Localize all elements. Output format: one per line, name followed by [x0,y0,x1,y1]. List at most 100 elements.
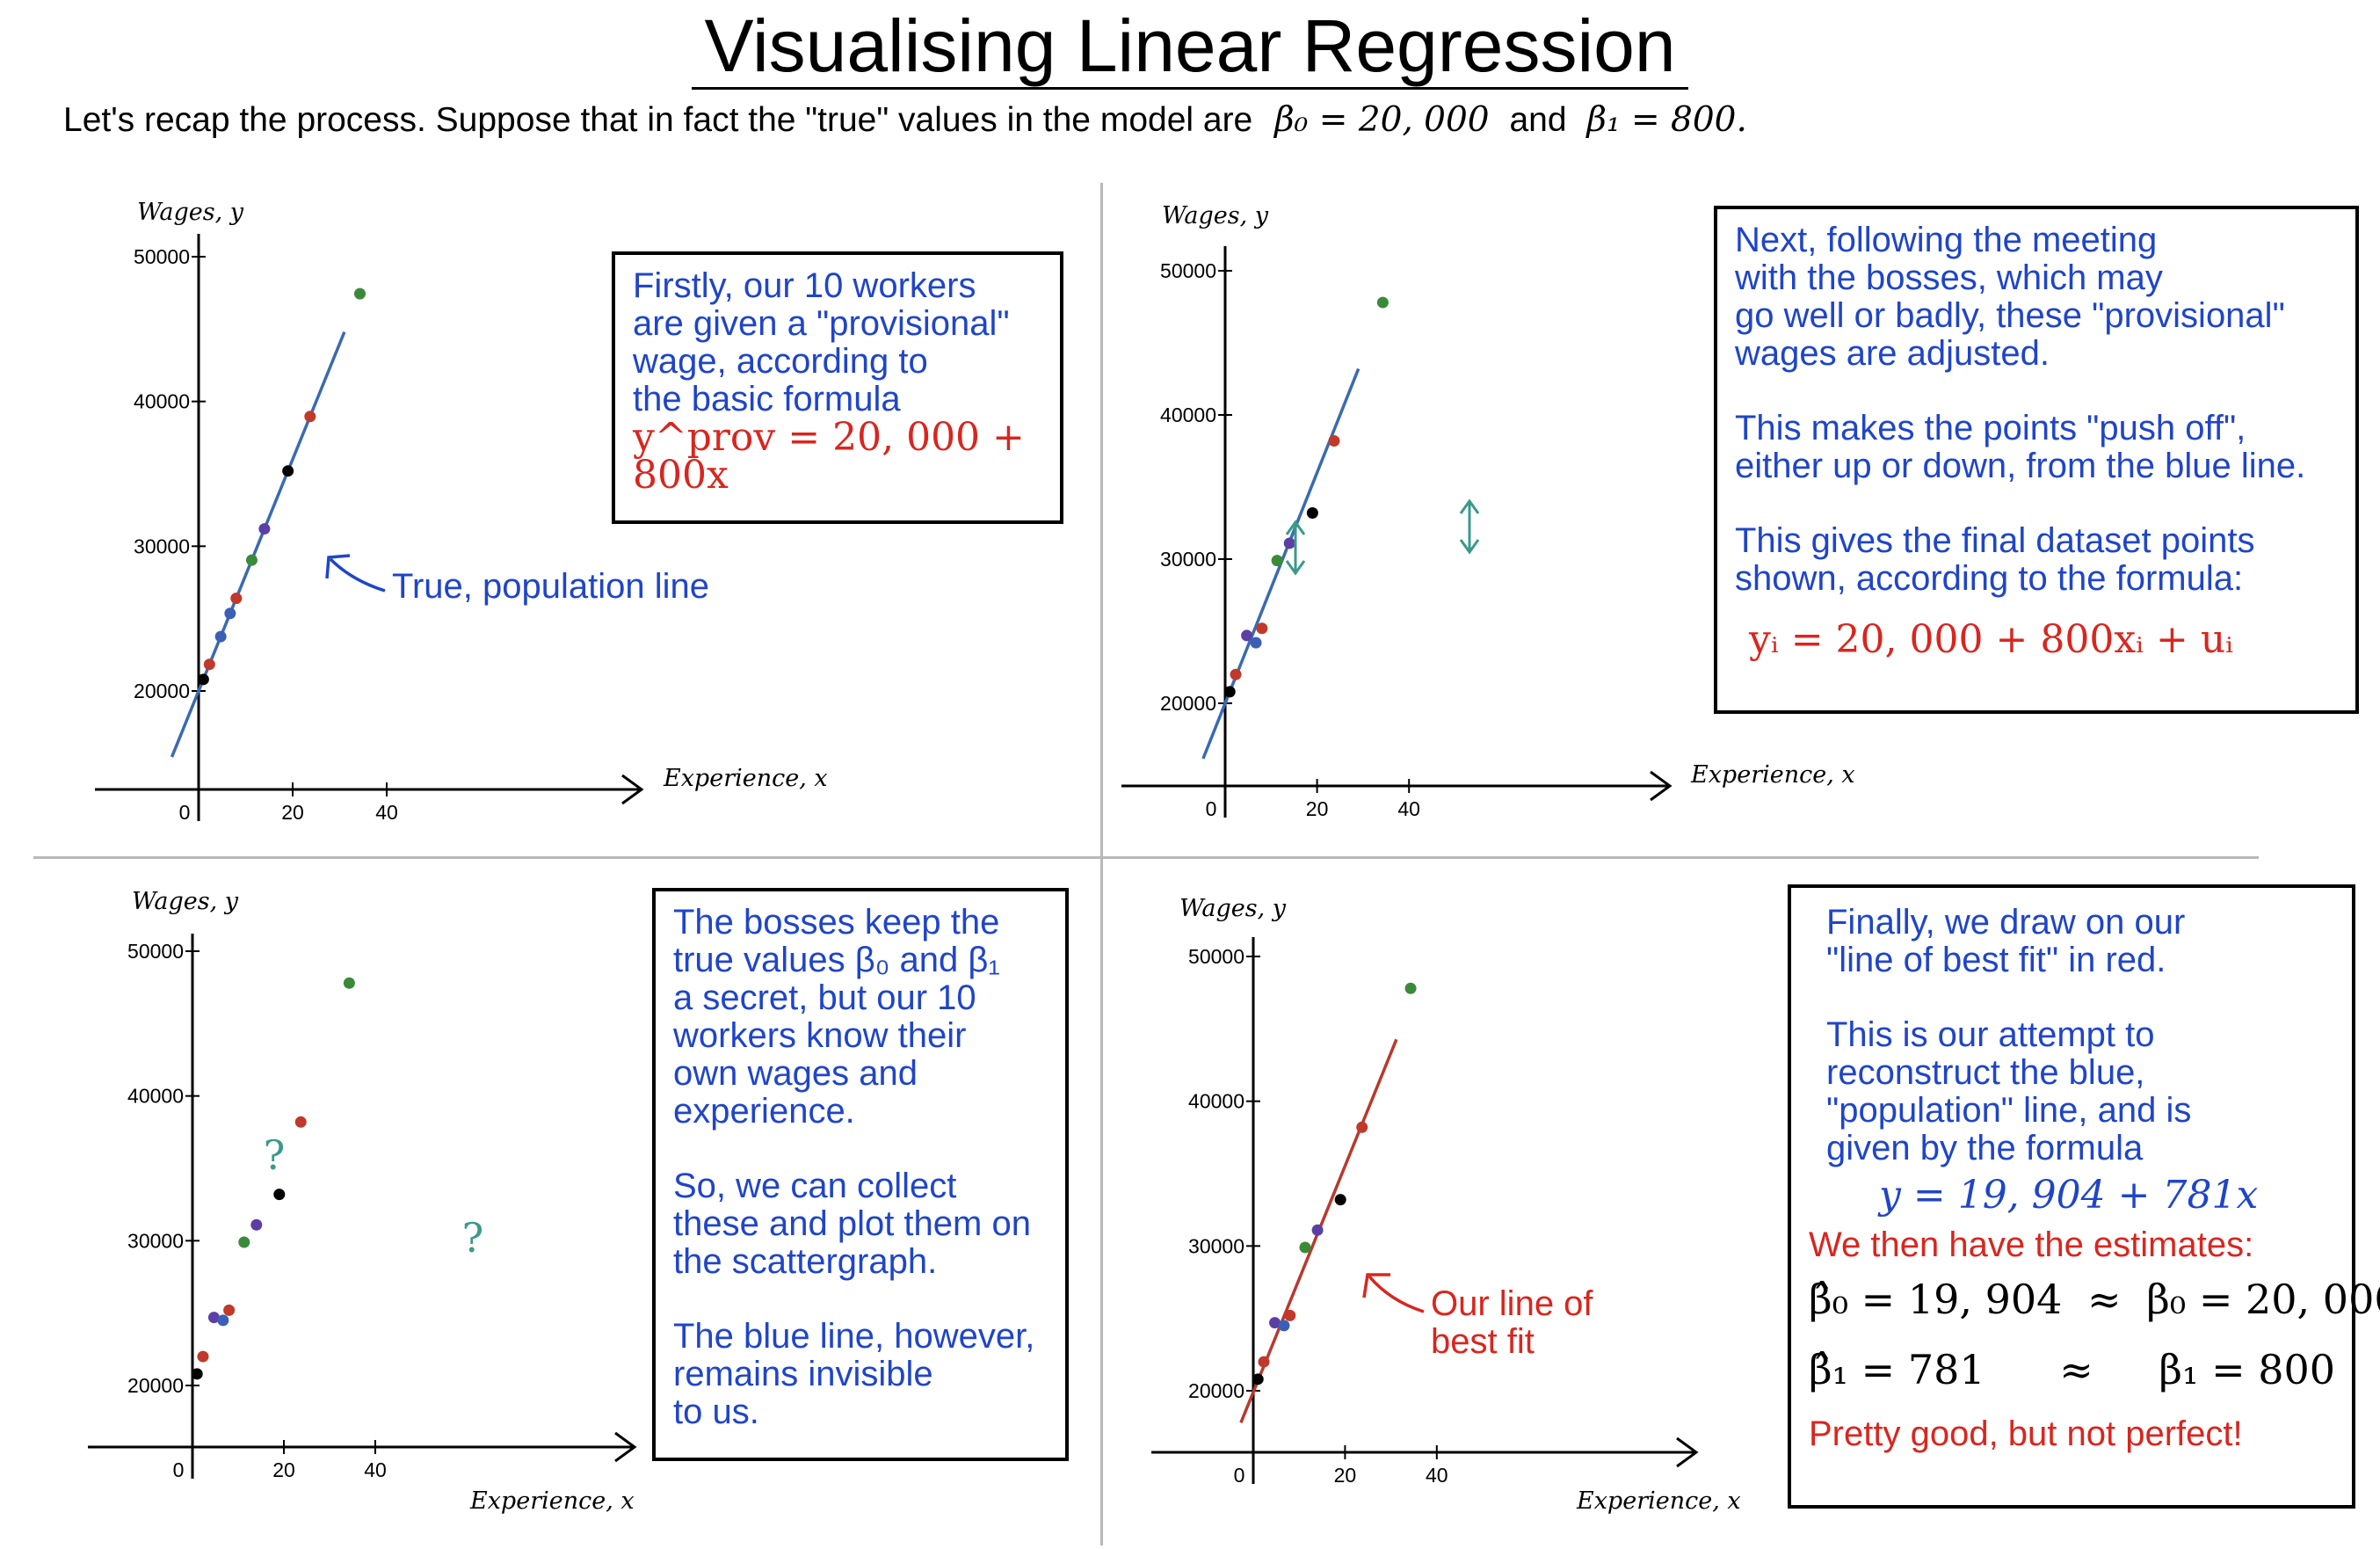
estimate-row-beta1: β̂₁ = 781 ≈ β₁ = 800 [1809,1343,2335,1396]
data-point [1271,555,1283,567]
data-point [1258,1356,1270,1368]
y-axis-label: Wages, y [137,199,244,226]
data-point [197,1350,209,1363]
data-point [1283,537,1295,549]
intro-beta1: β₁ = 800. [1586,100,1747,140]
y-tick-label: 50000 [1188,945,1244,968]
panel2-line: This makes the points "push off", [1735,409,2246,447]
panel3-line: to us. [673,1393,759,1431]
data-point [203,658,215,671]
data-point [217,1314,229,1327]
data-point [304,411,316,423]
data-point [1230,668,1242,680]
panel3-line: these and plot them on [673,1204,1031,1243]
panel1-annotation: True, population line [392,567,709,606]
x-tick-label: 20 [1306,797,1329,820]
panel3-line: true values β₀ and β₁ [673,941,1000,979]
vertical-divider [1100,183,1103,1545]
y-axis-label: Wages, y [1179,895,1287,922]
x-axis-arrowhead [1676,1436,1699,1468]
annotation-arrow [329,557,386,593]
panel3-line: the scattergraph. [673,1242,938,1281]
data-point [343,977,355,989]
data-point [250,1218,263,1231]
x-tick-label: 20 [272,1458,295,1481]
y-tick-label: 30000 [1188,1234,1244,1257]
data-point [273,1189,286,1201]
panel4-line: given by the formula [1826,1129,2144,1167]
panel1-textbox: Firstly, our 10 workers are given a "pro… [612,251,1063,524]
push-arrow-right-head [1459,539,1480,555]
est-beta1-hat: β̂₁ = 781 [1809,1346,1985,1393]
x-tick-label: 0 [179,801,191,824]
x-tick-label: 20 [281,801,304,824]
x-tick-label: 40 [364,1458,387,1481]
x-tick-label: 0 [173,1458,185,1481]
approx-symbol: ≈ [2059,1346,2093,1393]
panel3-line: So, we can collect [673,1167,957,1205]
panel2-line: go well or badly, these "provisional" [1735,296,2285,335]
panel3-textbox: The bosses keep the true values β₀ and β… [652,888,1069,1461]
data-point [1404,982,1417,994]
panel4-line: reconstruct the blue, [1826,1053,2145,1092]
data-point [1241,629,1253,642]
panel4-annotation-line: best fit [1431,1322,1535,1361]
data-point [1250,636,1262,649]
panel4-annotation-line: Our line of [1431,1284,1593,1323]
panel4-textbox: Finally, we draw on our "line of best fi… [1788,884,2380,1509]
y-tick-label: 30000 [127,1229,184,1252]
panel3-line: own wages and [673,1054,918,1093]
panel2-line: shown, according to the formula: [1735,559,2244,598]
y-tick-label: 50000 [134,245,190,268]
data-point [1252,1373,1264,1385]
y-tick-label: 30000 [134,535,190,557]
data-point [294,1116,307,1128]
page-title: Visualising Linear Regression [0,4,2380,90]
panel3-line: workers know their [673,1016,967,1055]
data-point [207,1312,220,1324]
data-point [1223,686,1236,698]
x-axis-label: Experience, x [1576,1487,1741,1515]
x-tick-label: 40 [1397,797,1420,820]
data-point [1376,296,1389,309]
panel1-formula: y^prov = 20, 000 + 800x [633,415,1025,498]
data-point [1269,1317,1281,1329]
x-axis-label: Experience, x [1690,761,1855,789]
approx-symbol: ≈ [2087,1276,2122,1323]
question-mark: ? [462,1214,484,1262]
push-arrow-left-head [1285,560,1306,576]
panel2-line: with the bosses, which may [1735,258,2163,297]
panel1-line: Firstly, our 10 workers [633,266,976,305]
best-fit-annotation-arrowhead [1362,1273,1390,1298]
panel2-line: wages are adjusted. [1735,334,2050,373]
x-axis-arrowhead [1650,770,1673,802]
best-fit-annotation-arrow [1368,1275,1425,1313]
data-point [230,593,243,605]
panel4-formula: y = 19, 904 + 781x [1879,1173,2259,1218]
est-beta0-true: β₀ = 20, 000 [2146,1276,2380,1323]
y-tick-label: 40000 [1160,404,1216,426]
data-point [214,630,227,643]
panel1-line: are given a "provisional" [633,304,1010,343]
data-point [1256,622,1268,635]
x-tick-label: 20 [1334,1464,1357,1487]
panel3-line: experience. [673,1092,855,1131]
panel1-line: wage, according to [633,342,928,381]
x-axis-label: Experience, x [663,765,828,792]
panel4-line: "line of best fit" in red. [1826,941,2166,979]
push-arrow-left-head [1285,520,1306,535]
data-point [224,607,236,620]
data-point [223,1304,236,1316]
panel2-line: This gives the final dataset points [1735,521,2255,560]
panel3-line: remains invisible [673,1355,933,1393]
estimate-row-beta0: β̂₀ = 19, 904 ≈ β₀ = 20, 000 [1809,1273,2380,1326]
data-point [1334,1194,1346,1206]
x-tick-label: 40 [1426,1464,1448,1487]
data-point [354,287,366,300]
panel2-textbox: Next, following the meeting with the bos… [1714,206,2359,714]
panel4-line: Finally, we draw on our [1826,903,2186,942]
panel4-line: "population" line, and is [1826,1091,2192,1130]
panel1-line: the basic formula [633,380,901,418]
data-point [1328,435,1340,447]
data-point [245,554,258,566]
